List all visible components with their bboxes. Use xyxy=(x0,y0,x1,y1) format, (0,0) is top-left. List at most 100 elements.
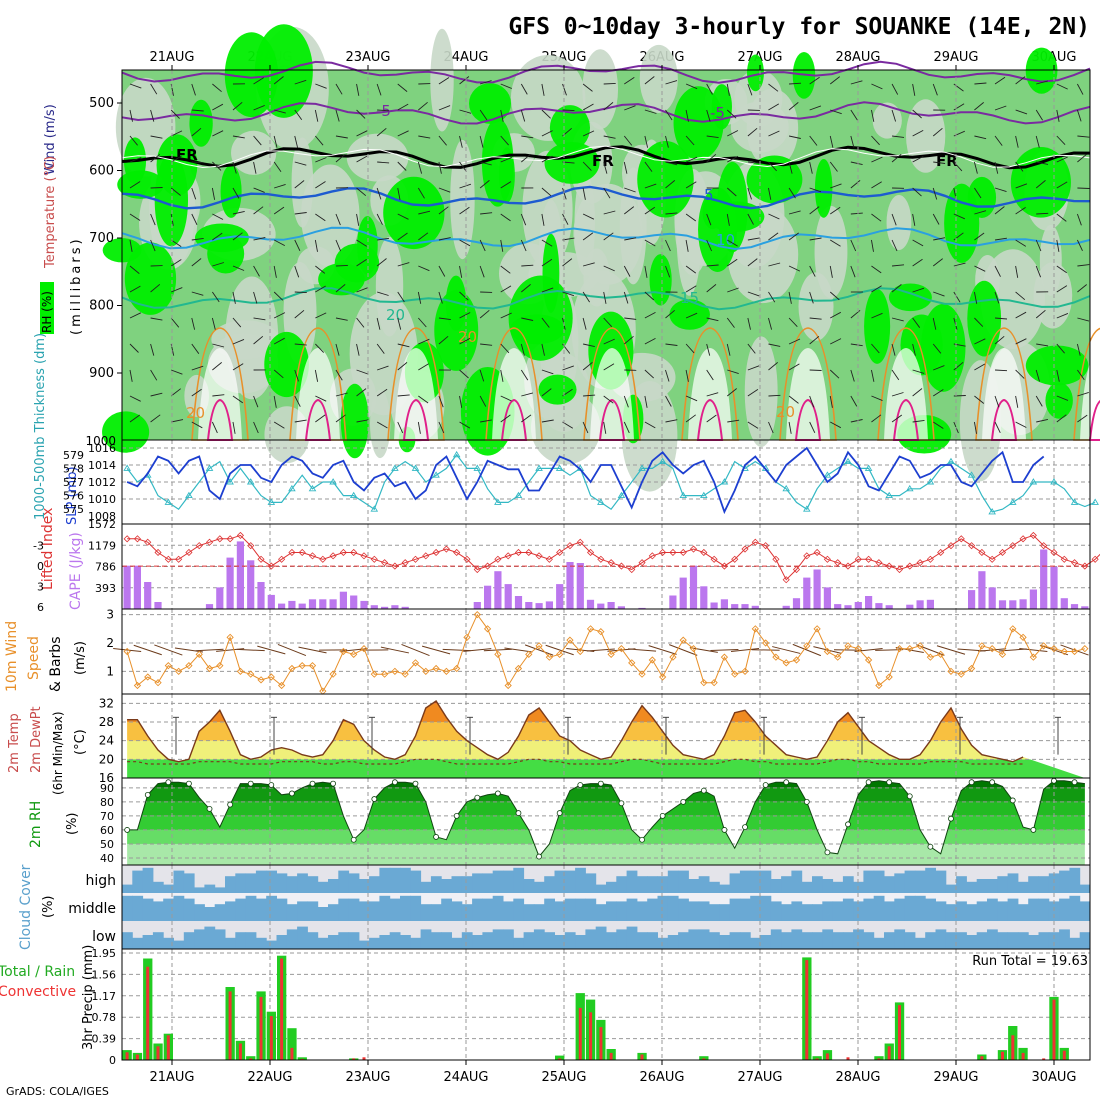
thickness-tick-label: 576 xyxy=(63,490,84,503)
cloud-bar xyxy=(513,938,524,949)
cape-bar xyxy=(371,605,378,609)
cloud-bar xyxy=(277,873,288,893)
cape-bar xyxy=(505,584,512,609)
cape-bar xyxy=(546,601,553,609)
cloud-bar xyxy=(410,896,421,921)
cloud-bar xyxy=(359,901,370,921)
cloud-bar xyxy=(719,935,730,949)
cape-bar xyxy=(803,578,810,609)
cloud-bar xyxy=(307,876,318,893)
rh-marker xyxy=(887,780,892,785)
cloud-bar xyxy=(369,876,380,893)
cloud-bar xyxy=(328,935,339,949)
cape-bar xyxy=(247,560,254,609)
cloud-bar xyxy=(678,932,689,949)
wind-barb xyxy=(810,370,822,371)
cape-bar xyxy=(278,604,285,609)
cloud-bar xyxy=(462,904,473,921)
cape-bar xyxy=(494,571,501,609)
rh-marker xyxy=(269,783,274,788)
rh-marker xyxy=(866,780,871,785)
cloud-bar xyxy=(987,879,998,893)
cloud-bar xyxy=(1028,935,1039,949)
cloud-bar xyxy=(956,876,967,893)
cape-bar xyxy=(1030,590,1037,610)
cloud-bar xyxy=(688,929,699,949)
cloud-bar xyxy=(482,873,493,893)
rh-tick-label: 80 xyxy=(100,796,114,809)
cape-bar xyxy=(350,596,357,610)
precip-conv-bar xyxy=(1011,1035,1014,1060)
cloud-bar xyxy=(997,901,1008,921)
cloud-bar xyxy=(513,868,524,893)
cloud-bar xyxy=(1008,873,1019,893)
cloud-bar xyxy=(338,932,349,949)
cape-bar xyxy=(711,603,718,610)
precip-conv-bar xyxy=(157,1046,160,1060)
rh-marker xyxy=(907,794,912,799)
rh-marker xyxy=(248,781,253,786)
precip-conv-bar xyxy=(126,1052,129,1060)
cloud-bar xyxy=(966,882,977,893)
cloud-bar xyxy=(658,896,669,921)
rh-dry-region xyxy=(887,195,912,250)
rh-marker xyxy=(495,791,500,796)
rh-moist-region xyxy=(125,242,176,315)
cloud-bar xyxy=(503,871,514,893)
precip-conv-bar xyxy=(1053,1000,1056,1060)
pressure-tick-label: 900 xyxy=(89,366,114,381)
cloud-bar xyxy=(997,876,1008,893)
cloud-bar xyxy=(1059,929,1070,949)
cloud-bar xyxy=(781,876,792,893)
cloud-bar xyxy=(925,868,936,893)
cape-bar xyxy=(1071,604,1078,609)
cloud-bar xyxy=(349,899,360,921)
cloud-bar xyxy=(853,901,864,921)
cloud-bar xyxy=(719,904,730,921)
cape-bar xyxy=(134,566,141,609)
cloud-bar xyxy=(565,932,576,949)
cloud-bar xyxy=(1018,904,1029,921)
wind-tick-label: 1 xyxy=(106,664,114,678)
cloud-bar xyxy=(441,879,452,893)
cape-bar xyxy=(525,602,532,609)
precip-tick-label: 1.56 xyxy=(92,968,117,981)
cape-bar xyxy=(1020,599,1027,609)
cloud-bar xyxy=(297,901,308,921)
rh-marker xyxy=(166,780,171,785)
precip-conv-bar xyxy=(1063,1051,1066,1060)
thickness-label: 1000-500mb Thickness (dm) xyxy=(33,333,48,520)
thickness-tick-label: 579 xyxy=(63,449,84,462)
precip-tick-label: 0.39 xyxy=(92,1033,117,1046)
precip-conv-bar xyxy=(167,1035,170,1060)
precip-conv-bar xyxy=(641,1055,644,1061)
cloud-bar xyxy=(863,932,874,949)
rh-moist-region xyxy=(1045,382,1072,418)
cloud-bar xyxy=(688,901,699,921)
cloud-bar xyxy=(277,935,288,949)
cloud-bar xyxy=(174,871,185,893)
temp-band xyxy=(122,759,1090,778)
cloud-bar xyxy=(575,899,586,921)
slp-tick-label: 1012 xyxy=(88,476,116,489)
rh-tick-label: 50 xyxy=(100,838,114,851)
cloud-bar xyxy=(400,896,411,921)
contour-label: FR xyxy=(176,146,198,164)
date-label-bottom: 21AUG xyxy=(149,1070,194,1085)
cloud-bar xyxy=(894,873,905,893)
rh-dry-region xyxy=(640,45,678,113)
cloud-bar xyxy=(544,932,555,949)
cloud-bar xyxy=(153,932,164,949)
cloud-bar xyxy=(678,871,689,893)
temp2m-label: 2m Temp xyxy=(7,713,22,773)
cloud-bar xyxy=(441,899,452,921)
cloud-label: Cloud Cover xyxy=(18,864,34,950)
cloud-bar xyxy=(503,901,514,921)
cape-bar xyxy=(669,596,676,610)
li-tick-label: 3 xyxy=(37,581,44,594)
cloud-bar xyxy=(235,873,246,893)
cloud-bar xyxy=(781,904,792,921)
cloud-bar xyxy=(936,871,947,893)
cloud-bar xyxy=(410,871,421,893)
